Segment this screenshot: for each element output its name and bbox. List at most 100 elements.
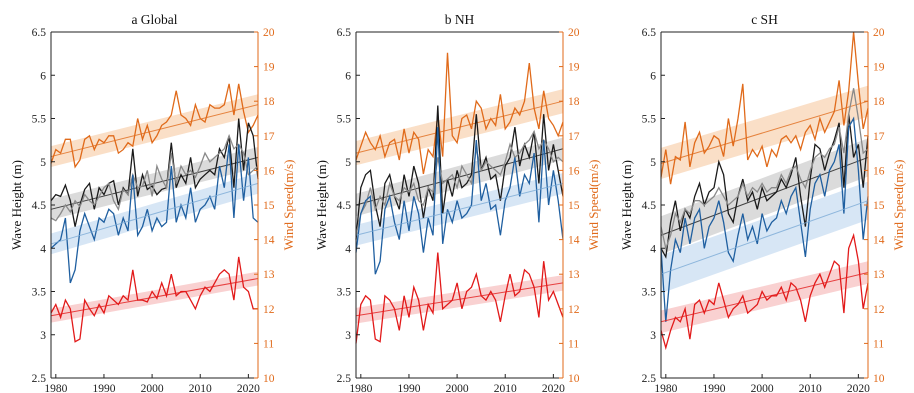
left-tick-label: 4 (40, 243, 46, 255)
left-tick-label: 5.5 (337, 114, 352, 126)
panel-title: b NH (445, 12, 475, 27)
right-tick-label: 16 (263, 165, 275, 177)
trend-line-5 (50, 278, 259, 317)
right-tick-label: 20 (263, 27, 275, 39)
x-tick-label: 1980 (44, 383, 67, 393)
right-tick-label: 10 (263, 373, 275, 385)
chart-panel-2: 2.5 3 3.5 4 4.5 5 5.5 6 6.5 10 11 12 13 14 15 16 17 18 19 2… (314, 12, 601, 393)
x-tick-label: 1980 (654, 383, 677, 393)
y-axis-label: Wave Height (m) (619, 160, 634, 250)
right-tick-label: 18 (568, 96, 580, 108)
right-tick-label: 19 (263, 62, 275, 74)
trend-line-4 (50, 182, 259, 245)
series-line-2 (660, 114, 869, 259)
series-line-1 (50, 83, 259, 169)
right-tick-label: 18 (873, 96, 885, 108)
right-tick-label: 13 (873, 269, 885, 281)
left-tick-label: 6 (650, 70, 656, 82)
right-tick-label: 16 (568, 165, 580, 177)
series-line-1 (355, 52, 564, 175)
right-tick-label: 12 (568, 304, 580, 316)
x-tick-label: 2020 (237, 383, 260, 393)
left-tick-label: 6 (40, 70, 46, 82)
x-tick-label: 2020 (847, 383, 870, 393)
chart-panel-1: 2.5 3 3.5 4 4.5 5 5.5 6 6.5 10 11 12 13 14 15 16 17 18 19 2… (9, 12, 296, 393)
x-tick-label: 2000 (141, 383, 164, 393)
right-tick-label: 16 (873, 165, 885, 177)
left-tick-label: 4.5 (32, 200, 47, 212)
series-line-3 (355, 129, 564, 236)
right-tick-label: 10 (568, 373, 580, 385)
trend-line-5 (355, 282, 564, 317)
left-tick-label: 3.5 (32, 287, 47, 299)
series-line-3 (50, 133, 259, 222)
y-axis-label-right: Wind Speed(m/s) (281, 160, 296, 251)
right-tick-label: 18 (263, 96, 275, 108)
left-tick-label: 6.5 (642, 27, 657, 39)
y-axis-label: Wave Height (m) (314, 160, 329, 250)
left-tick-label: 4.5 (337, 200, 352, 212)
right-tick-label: 14 (263, 235, 275, 247)
x-tick-label: 1980 (349, 383, 372, 393)
trend-line-1 (660, 100, 869, 164)
right-tick-label: 11 (873, 338, 884, 350)
right-tick-label: 11 (568, 338, 579, 350)
left-tick-label: 5 (40, 157, 46, 169)
x-tick-label: 1990 (92, 383, 115, 393)
x-tick-label: 2000 (446, 383, 469, 393)
y-axis-label-right: Wind Speed(m/s) (891, 160, 906, 251)
trend-line-1 (355, 100, 564, 154)
left-tick-label: 4 (650, 243, 656, 255)
right-tick-label: 13 (568, 269, 580, 281)
right-tick-label: 12 (263, 304, 275, 316)
right-tick-label: 20 (873, 27, 885, 39)
left-tick-label: 3 (345, 330, 351, 342)
right-tick-label: 17 (263, 131, 275, 143)
right-tick-label: 13 (263, 269, 275, 281)
x-tick-label: 2010 (494, 383, 517, 393)
x-tick-label: 1990 (397, 383, 420, 393)
panel-title: a Global (131, 12, 177, 27)
right-tick-label: 15 (873, 200, 885, 212)
left-tick-label: 5 (345, 157, 351, 169)
left-tick-label: 5.5 (32, 114, 47, 126)
y-axis-label-right: Wind Speed(m/s) (586, 160, 601, 251)
trend-line-4 (660, 200, 869, 275)
series-line-1 (660, 31, 869, 185)
x-tick-label: 1990 (702, 383, 725, 393)
y-axis-label: Wave Height (m) (9, 160, 24, 250)
left-tick-label: 4.5 (642, 200, 657, 212)
left-tick-label: 2.5 (642, 373, 657, 385)
left-tick-label: 5.5 (642, 114, 657, 126)
series-line-2 (50, 118, 259, 227)
series-line-5 (355, 252, 564, 344)
right-tick-label: 17 (873, 131, 885, 143)
left-tick-label: 6 (345, 70, 351, 82)
right-tick-label: 12 (873, 304, 885, 316)
series-line-4 (660, 116, 869, 322)
series-line-3 (660, 88, 869, 251)
right-tick-label: 17 (568, 131, 580, 143)
x-tick-label: 2000 (751, 383, 774, 393)
left-tick-label: 2.5 (337, 373, 352, 385)
right-tick-label: 20 (568, 27, 580, 39)
panel-title: c SH (751, 12, 778, 27)
right-tick-label: 15 (263, 200, 275, 212)
trend-line-4 (355, 182, 564, 236)
left-tick-label: 5 (650, 157, 656, 169)
left-tick-label: 3 (650, 330, 656, 342)
trend-line-1 (50, 104, 259, 158)
series-line-5 (660, 232, 869, 351)
trend-line-5 (660, 271, 869, 323)
right-tick-label: 14 (568, 235, 580, 247)
x-tick-label: 2010 (189, 383, 212, 393)
left-tick-label: 2.5 (32, 373, 47, 385)
series-line-4 (50, 144, 259, 284)
left-tick-label: 6.5 (337, 27, 352, 39)
left-tick-label: 3.5 (337, 287, 352, 299)
right-tick-label: 15 (568, 200, 580, 212)
x-tick-label: 2020 (542, 383, 565, 393)
right-tick-label: 19 (873, 62, 885, 74)
chart-panel-3: 2.5 3 3.5 4 4.5 5 5.5 6 6.5 10 11 12 13 14 15 16 17 18 19 2… (619, 12, 906, 393)
